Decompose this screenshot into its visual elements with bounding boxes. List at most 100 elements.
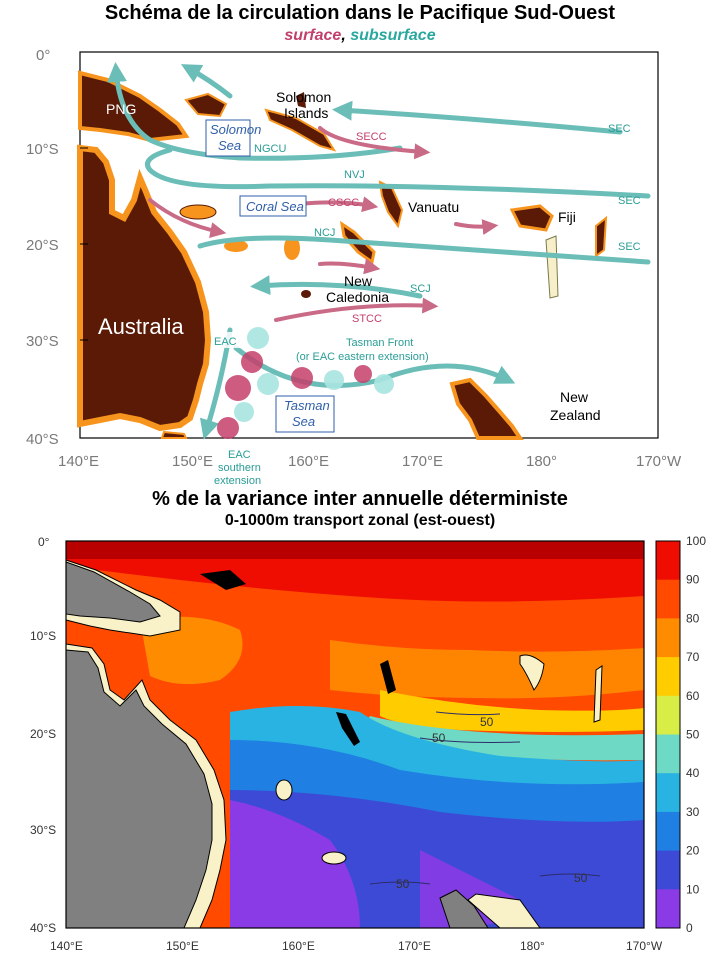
label-new-caledonia-2: Caledonia <box>326 289 389 305</box>
sec-north-arrow <box>332 100 623 135</box>
contour-50-lines <box>369 711 601 885</box>
bottom-ytick-4: 40°S <box>30 921 56 935</box>
bottom-x-axis: 140°E 150°E 160°E 170°E 180° 170°W <box>50 939 663 953</box>
colorbar-tick-label: 60 <box>686 689 700 703</box>
bougainville-island <box>296 92 306 108</box>
top-map-title: Schéma de la circulation dans le Pacifiq… <box>104 2 616 24</box>
label-solomon-sea-1: Solomon <box>210 122 261 137</box>
colorbar-tick-label: 80 <box>686 611 700 625</box>
label-solomon-sea-2: Sea <box>218 138 241 153</box>
band-90-100 <box>66 541 644 559</box>
colorbar-segment <box>656 579 680 619</box>
coral-plateau-shelf <box>179 204 217 220</box>
png-land <box>65 561 161 623</box>
fiji-landmass <box>509 204 554 232</box>
australia-landmass <box>77 144 212 432</box>
australia-land <box>65 649 213 929</box>
legend-surface: surface <box>284 27 342 44</box>
stcc-arrow <box>274 297 439 322</box>
top-ytick-1: 10°S <box>26 141 59 158</box>
contour-50-a <box>419 737 521 743</box>
new-britain-island <box>184 92 228 118</box>
colorbar-segment <box>656 657 680 697</box>
plateau-shelf <box>275 779 293 801</box>
contour-50-c <box>369 881 431 885</box>
contour-label-3: 50 <box>396 877 410 891</box>
tasmania-landmass <box>160 430 188 439</box>
eddy-red-4 <box>354 365 372 383</box>
label-eac-south-3: extension <box>214 475 261 487</box>
eddy-red-3 <box>291 367 313 389</box>
band-0-10 <box>230 800 360 928</box>
cscc-east-arrow <box>454 219 499 236</box>
colorbar-tick-label: 10 <box>686 882 700 896</box>
bottom-xtick-0: 140°E <box>50 939 83 953</box>
label-australia: Australia <box>98 314 184 339</box>
eddy-teal-3 <box>324 370 344 390</box>
colorbar-tick-label: 40 <box>686 766 700 780</box>
colorbar-segment <box>656 850 680 890</box>
band-80-90 <box>66 559 644 602</box>
top-x-axis: 140°E 150°E 160°E 170°E 180° 170°W <box>58 453 682 470</box>
new-zealand-land <box>439 889 489 929</box>
colorbar-tick-label: 30 <box>686 805 700 819</box>
tonga-shelf <box>593 665 603 723</box>
bottom-ytick-1: 10°S <box>30 629 56 643</box>
surface-currents <box>148 126 499 322</box>
lord-howe-shelf <box>321 851 347 865</box>
bottom-y-axis: 0° 10°S 20°S 30°S 40°S <box>30 535 56 935</box>
tasman-sea-box <box>275 395 335 433</box>
contour-50-d <box>539 873 601 877</box>
label-tasman-front-2: (or EAC eastern extension) <box>296 351 429 363</box>
top-ytick-4: 40°S <box>26 431 59 448</box>
label-new-zealand-1: New <box>560 389 589 405</box>
label-solomon-1: Solomon <box>276 89 331 105</box>
cscc-arrow <box>298 196 379 213</box>
label-new-caledonia-1: New <box>344 273 373 289</box>
eac-label-bg <box>212 332 242 348</box>
colorbar-tick-label: 90 <box>686 573 700 587</box>
contour-label-4: 50 <box>574 871 588 885</box>
label-cscc: CSCC <box>328 197 359 209</box>
colorbar-tick-label: 100 <box>686 534 706 548</box>
bottom-xtick-4: 180° <box>520 939 545 953</box>
ngcu-arrow <box>106 62 403 161</box>
eddy-teal-4 <box>374 374 394 394</box>
label-new-zealand-2: Zealand <box>550 407 601 423</box>
contour-50-b <box>435 711 501 716</box>
tonga-islands <box>595 215 608 258</box>
label-ncj: NCJ <box>314 227 335 239</box>
colorbar-segment <box>656 734 680 774</box>
ridge-island-chain <box>545 235 559 299</box>
colorbar-tick-label: 20 <box>686 844 700 858</box>
top-xtick-0: 140°E <box>58 453 99 470</box>
solomon-islands-landmass <box>264 108 337 152</box>
eddy-red-2 <box>225 375 251 401</box>
label-sec-2: SEC <box>618 195 641 207</box>
label-sec-3: SEC <box>618 241 641 253</box>
legend-subsurface: subsurface <box>350 27 436 44</box>
contour-label-1: 50 <box>432 731 446 745</box>
colorbar-tick-label: 70 <box>686 650 700 664</box>
bottom-map: 50 50 50 50 0° 10°S 20°S 30°S 40°S 140°E… <box>30 534 706 953</box>
bottom-ytick-0: 0° <box>38 535 50 549</box>
eddy-teal-2 <box>257 373 279 395</box>
top-xtick-2: 160°E <box>288 453 329 470</box>
label-ngcu: NGCU <box>254 143 286 155</box>
colorbar-segment <box>656 695 680 735</box>
eddy-teal-1 <box>247 327 269 349</box>
lord-howe-island <box>301 290 311 298</box>
eddies <box>217 327 394 439</box>
sec-south-arrow <box>197 235 651 265</box>
label-png: PNG <box>106 101 136 117</box>
nc-surface-arrow <box>318 258 381 275</box>
label-nvj: NVJ <box>344 169 365 181</box>
bottom-xtick-2: 160°E <box>282 939 315 953</box>
label-tasman-sea-1: Tasman <box>284 398 330 413</box>
bottom-ytick-2: 20°S <box>30 727 56 741</box>
label-secc: SECC <box>356 131 387 143</box>
label-tasman-sea-2: Sea <box>292 414 315 429</box>
new-zealand-shelf <box>467 893 541 929</box>
eddy-red-1 <box>241 351 263 373</box>
